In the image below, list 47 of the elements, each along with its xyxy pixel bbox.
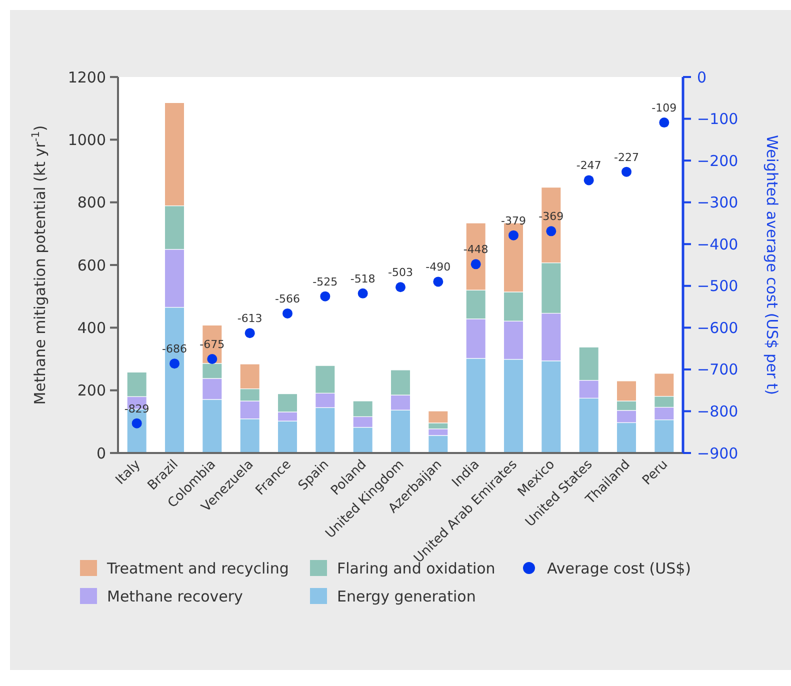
data-label: -490	[426, 260, 451, 274]
y2-tick-label: 0	[697, 68, 707, 86]
point	[207, 354, 218, 364]
data-label: -613	[237, 312, 262, 326]
y-tick-label: 1000	[68, 130, 106, 149]
data-label: -227	[614, 150, 639, 164]
point	[358, 288, 368, 298]
data-label: -503	[388, 266, 413, 280]
y2-tick-label: −900	[697, 444, 738, 462]
data-label: -525	[312, 275, 338, 288]
legend-label: Methane recovery	[107, 587, 244, 606]
point	[282, 308, 292, 318]
point	[584, 175, 594, 186]
y2-tick-label: −500	[697, 277, 738, 296]
y2-tick-label: −800	[697, 402, 738, 420]
point	[244, 328, 255, 338]
y-tick-label: 0	[96, 444, 106, 462]
y2-tick-label: −700	[697, 360, 738, 379]
point	[132, 418, 142, 428]
point	[546, 226, 556, 236]
legend-label: Average cost (US$)	[547, 559, 692, 578]
point	[470, 259, 481, 270]
point	[622, 166, 632, 177]
y2-axis-title: Weighted average cost (US$ per t)	[763, 135, 781, 395]
y2-tick-label: −300	[697, 194, 738, 212]
y-tick-label: 600	[77, 256, 106, 274]
y2-tick-label: −200	[697, 152, 738, 170]
data-label: -829	[124, 402, 150, 416]
legend-label: Energy generation	[337, 587, 476, 606]
point	[320, 291, 330, 302]
point	[508, 230, 518, 240]
y-tick-label: 1200	[68, 68, 106, 86]
point	[396, 282, 406, 292]
y-tick-label: 800	[77, 194, 106, 212]
y2-tick-label: −600	[697, 318, 738, 337]
y2-tick-label: −400	[697, 235, 738, 254]
y2-tick-label: −100	[697, 110, 738, 128]
point	[433, 276, 444, 287]
data-label: -566	[275, 292, 300, 306]
y-tick-label: 200	[77, 382, 106, 400]
data-label: -518	[350, 272, 376, 286]
data-label: -247	[576, 159, 602, 172]
point	[659, 118, 670, 128]
point	[170, 358, 180, 369]
legend-label: Treatment and recycling	[106, 559, 289, 578]
y-tick-label: 400	[77, 318, 106, 337]
data-label: -109	[652, 102, 677, 115]
